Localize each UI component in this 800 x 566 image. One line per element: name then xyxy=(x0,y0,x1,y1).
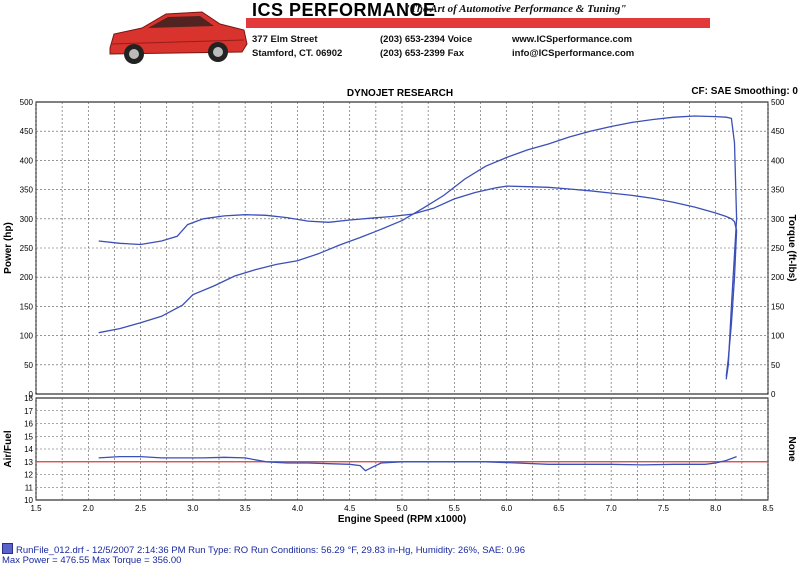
rpm-tick-label: 4.5 xyxy=(344,504,356,513)
torque-tick-label: 50 xyxy=(771,361,780,370)
air-fuel-tick-label: 16 xyxy=(24,420,33,429)
power-tick-label: 100 xyxy=(20,332,34,341)
air-fuel-plot: 10 11 12 13 14 15 16 17 18 Air/Fuel None xyxy=(3,394,797,505)
torque-tick-label: 200 xyxy=(771,273,785,282)
torque-curve xyxy=(98,185,738,377)
power-tick-label: 50 xyxy=(24,361,33,370)
rpm-tick-label: 5.5 xyxy=(449,504,461,513)
torque-tick-label: 350 xyxy=(771,186,785,195)
torque-tick-label: 250 xyxy=(771,244,785,253)
air-fuel-tick-label: 10 xyxy=(24,496,33,505)
max-values: Max Power = 476.55 Max Torque = 356.00 xyxy=(2,555,182,566)
air_fuel-curve xyxy=(98,455,737,472)
torque-tick-label: 100 xyxy=(771,332,785,341)
power-tick-label: 0 xyxy=(29,390,34,399)
torque-tick-label: 150 xyxy=(771,302,785,311)
air-fuel-right-axis-label: None xyxy=(786,437,797,462)
brand-color-bar xyxy=(246,18,710,28)
power-torque-plot: 0 0 50 50 100 100 150 150 200 200 250 250 300 300 350 3… xyxy=(3,98,797,399)
rpm-tick-label: 4.0 xyxy=(292,504,304,513)
rpm-tick-label: 5.0 xyxy=(396,504,408,513)
x-axis: 1.5 2.0 2.5 3.0 3.5 4.0 4.5 5.0 5.5 6.0 6.5 7.0 7.5 8… xyxy=(30,504,774,525)
rpm-axis-label: Engine Speed (RPM x1000) xyxy=(338,514,466,525)
power-tick-label: 400 xyxy=(20,156,34,165)
power-tick-label: 500 xyxy=(20,98,34,107)
rpm-tick-label: 7.5 xyxy=(658,504,670,513)
letterhead: ICS PERFORMANCE "The Art of Automotive P… xyxy=(0,0,800,76)
air-fuel-tick-label: 15 xyxy=(24,432,33,441)
rpm-tick-label: 2.0 xyxy=(83,504,95,513)
air-fuel-tick-label: 11 xyxy=(25,483,34,492)
air-fuel-tick-label: 14 xyxy=(24,445,33,454)
power-tick-label: 350 xyxy=(20,186,34,195)
run-legend-swatch xyxy=(2,543,13,554)
rpm-tick-label: 3.5 xyxy=(240,504,252,513)
rpm-tick-label: 8.0 xyxy=(710,504,722,513)
power-tick-label: 300 xyxy=(20,215,34,224)
torque-tick-label: 450 xyxy=(771,127,785,136)
power-curve xyxy=(98,115,738,380)
air-fuel-tick-label: 18 xyxy=(24,394,33,403)
address-line-1: 377 Elm Street xyxy=(252,34,318,45)
power-tick-label: 250 xyxy=(20,244,34,253)
rpm-tick-label: 6.5 xyxy=(553,504,565,513)
brand-name: ICS PERFORMANCE xyxy=(252,0,436,20)
torque-axis-label: Torque (ft-lbs) xyxy=(786,214,797,281)
air-fuel-tick-label: 13 xyxy=(24,458,33,467)
power-axis-label: Power (hp) xyxy=(3,222,14,274)
torque-tick-label: 400 xyxy=(771,156,785,165)
run-file-info: RunFile_012.drf - 12/5/2007 2:14:36 PM R… xyxy=(16,545,525,556)
torque-tick-label: 300 xyxy=(771,215,785,224)
tagline: "The Art of Automotive Performance & Tun… xyxy=(404,3,627,15)
power-tick-label: 450 xyxy=(20,127,34,136)
correction-factor-note: CF: SAE Smoothing: 0 xyxy=(691,86,798,97)
air-fuel-tick-label: 17 xyxy=(24,407,33,416)
power-tick-label: 150 xyxy=(20,302,34,311)
rpm-tick-label: 6.0 xyxy=(501,504,513,513)
voice-phone: (203) 653-2394 Voice xyxy=(380,34,473,45)
power-tick-label: 200 xyxy=(20,273,34,282)
air-fuel-tick-label: 12 xyxy=(24,471,33,480)
email: info@ICSperformance.com xyxy=(512,48,635,59)
rpm-tick-label: 7.0 xyxy=(606,504,618,513)
air-fuel-axis-label: Air/Fuel xyxy=(3,430,14,467)
chart-title: DYNOJET RESEARCH xyxy=(347,88,453,99)
rpm-tick-label: 3.0 xyxy=(187,504,199,513)
rpm-tick-label: 1.5 xyxy=(30,504,42,513)
rpm-tick-label: 2.5 xyxy=(135,504,147,513)
torque-tick-label: 500 xyxy=(771,98,785,107)
rpm-tick-label: 8.5 xyxy=(762,504,774,513)
website: www.ICSperformance.com xyxy=(512,34,633,45)
torque-tick-label: 0 xyxy=(771,390,776,399)
address-line-2: Stamford, CT. 06902 xyxy=(252,48,343,59)
fax-phone: (203) 653-2399 Fax xyxy=(380,48,464,59)
red-car-logo xyxy=(109,11,248,64)
